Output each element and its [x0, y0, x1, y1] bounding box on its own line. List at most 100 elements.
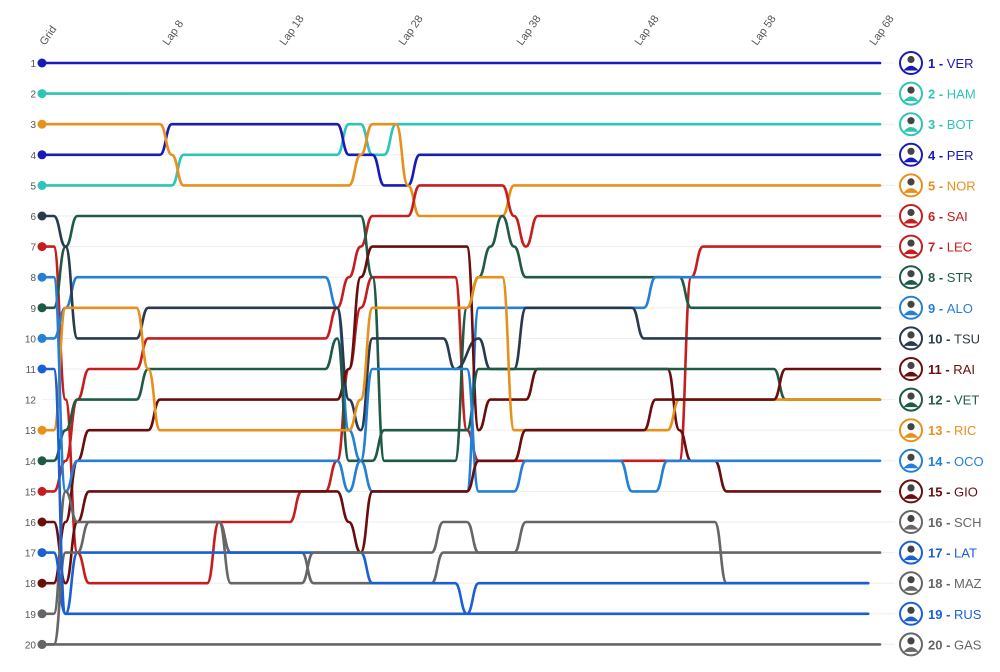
driver-avatar-body-icon: [903, 96, 919, 102]
finish-label: 7 - LEC: [899, 234, 972, 259]
driver-code: RUS: [954, 607, 982, 622]
grid-start-dot: [37, 180, 47, 190]
driver-code: HAM: [947, 87, 976, 102]
lap-label: Lap 18: [278, 13, 307, 47]
driver-avatar-body-icon: [903, 616, 919, 622]
grid-start-dot: [37, 150, 47, 160]
grid-start-dot: [37, 486, 47, 496]
driver-avatar-head-icon: [907, 239, 915, 247]
driver-avatar-head-icon: [907, 147, 915, 155]
driver-code: SCH: [954, 515, 981, 530]
grid-start-dot: [37, 211, 47, 221]
grid-start-dot: [37, 609, 47, 619]
driver-code: VET: [954, 393, 979, 408]
finish-position: 2 -: [928, 87, 947, 102]
driver-avatar-head-icon: [907, 178, 915, 186]
lap-label: Lap 68: [868, 13, 897, 47]
grid-position-number: 14: [25, 457, 37, 468]
driver-avatar-head-icon: [907, 576, 915, 584]
finish-label: 15 - GIO: [899, 479, 978, 504]
grid-position-number: 7: [30, 243, 36, 254]
finish-position: 9 -: [928, 301, 947, 316]
driver-code: SAI: [947, 209, 968, 224]
grid-position-number: 6: [30, 212, 36, 223]
finish-label: 10 - TSU: [899, 326, 980, 351]
driver-avatar-body-icon: [903, 188, 919, 193]
finish-label-text: 11 - RAI: [928, 362, 975, 377]
driver-avatar-body-icon: [903, 494, 919, 499]
finish-position: 14 -: [928, 454, 954, 469]
finish-label-text: 15 - GIO: [928, 484, 978, 499]
finish-position: 15 -: [928, 484, 954, 499]
driver-avatar-body-icon: [903, 647, 919, 652]
driver-avatar-head-icon: [907, 453, 915, 461]
finish-label: 1 - VER: [899, 51, 974, 75]
finish-label-text: 8 - STR: [928, 270, 973, 285]
grid-position-number: 18: [25, 579, 37, 590]
driver-avatar-head-icon: [907, 545, 915, 553]
driver-code: ALO: [947, 301, 973, 316]
lap-label: Lap 48: [633, 13, 662, 47]
driver-avatar-head-icon: [907, 300, 915, 308]
grid-position-number: 16: [25, 518, 37, 529]
gridlines: [42, 62, 895, 645]
driver-line-nor: [40, 122, 882, 218]
driver-line-str: [40, 214, 882, 463]
grid-position-number: 8: [30, 273, 36, 284]
driver-line-ric: [40, 275, 882, 432]
grid-position-number: 3: [30, 120, 36, 131]
driver-avatar-head-icon: [907, 331, 915, 339]
grid-position-number: 15: [25, 487, 37, 498]
finish-label: 8 - STR: [899, 265, 973, 290]
driver-avatar-head-icon: [907, 606, 915, 614]
finish-label-text: 1 - VER: [928, 56, 974, 71]
lap-label: Lap 8: [161, 18, 187, 47]
lap-label: Lap 38: [515, 13, 544, 47]
finish-label: 18 - MAZ: [899, 571, 982, 596]
driver-avatar-head-icon: [907, 423, 915, 431]
finish-label-text: 7 - LEC: [928, 240, 972, 255]
finish-position: 20 -: [928, 637, 954, 652]
lap-axis-labels: Grid Lap 8 Lap 18 Lap 28 Lap 38 Lap 48 Lap 58 L…: [38, 13, 897, 47]
driver-code: TSU: [954, 331, 980, 346]
driver-avatar-head-icon: [907, 361, 915, 370]
driver-avatar-body-icon: [903, 432, 919, 438]
driver-avatar-body-icon: [903, 555, 919, 561]
driver-code: PER: [947, 148, 974, 163]
driver-avatar-body-icon: [903, 218, 919, 224]
driver-avatar-head-icon: [907, 514, 915, 523]
grid-position-number: 19: [25, 610, 37, 621]
driver-avatar-body-icon: [903, 157, 919, 163]
grid-position-number: 10: [25, 334, 37, 345]
driver-position-lines: [40, 61, 882, 646]
driver-avatar-body-icon: [903, 585, 919, 591]
finish-label: 2 - HAM: [899, 81, 976, 106]
driver-avatar-body-icon: [903, 341, 919, 346]
finish-position: 19 -: [928, 607, 954, 622]
driver-avatar-body-icon: [903, 279, 919, 285]
finish-label-text: 20 - GAS: [928, 637, 982, 652]
finish-label: 16 - SCH: [899, 510, 981, 534]
driver-avatar-head-icon: [907, 208, 915, 217]
finish-label: 4 - PER: [899, 142, 974, 167]
driver-avatar-body-icon: [903, 249, 919, 255]
grid-start-dot: [37, 639, 47, 649]
driver-avatar-head-icon: [907, 484, 915, 492]
finish-position: 1 -: [928, 56, 947, 71]
finish-label-text: 3 - BOT: [928, 117, 974, 132]
driver-avatar-body-icon: [903, 524, 919, 530]
driver-line-rai: [40, 245, 882, 585]
grid-start-dot: [37, 272, 47, 282]
finish-position: 4 -: [928, 148, 947, 163]
finish-label: 9 - ALO: [899, 295, 973, 320]
finish-position: 16 -: [928, 515, 954, 530]
grid-position-number: 13: [25, 426, 37, 437]
finish-position: 13 -: [928, 423, 954, 438]
finish-label-text: 9 - ALO: [928, 301, 973, 316]
driver-avatar-body-icon: [903, 371, 919, 377]
driver-code: BOT: [947, 117, 974, 132]
